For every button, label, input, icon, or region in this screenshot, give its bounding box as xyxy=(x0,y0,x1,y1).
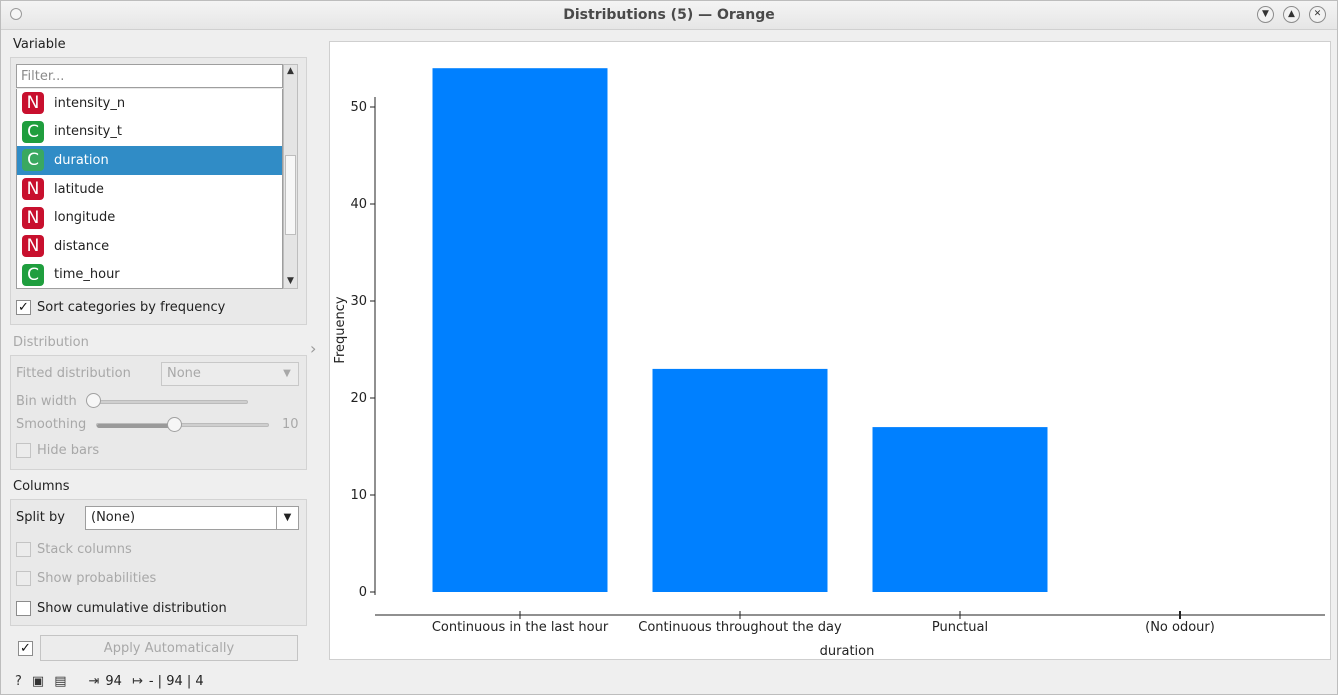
checkmark-icon[interactable]: ✓ xyxy=(18,641,33,656)
splitter-chevron-icon[interactable]: › xyxy=(310,339,317,358)
scroll-up-icon[interactable]: ▲ xyxy=(287,66,294,76)
window-title: Distributions (5) — Orange xyxy=(563,7,775,23)
fitted-distribution-value: None xyxy=(167,366,201,381)
bar-chart: 0 10 20 30 40 50 Frequency Continuous in the la… xyxy=(333,68,1325,659)
numeric-variable-icon: N xyxy=(22,235,44,258)
categorical-variable-icon: C xyxy=(22,149,44,172)
bar xyxy=(872,427,1048,592)
title-bar: Distributions (5) — Orange ▼ ▲ ✕ xyxy=(1,1,1337,30)
y-tick-label: 0 xyxy=(359,585,367,600)
smoothing-slider[interactable] xyxy=(96,423,269,427)
minimize-icon[interactable]: ▼ xyxy=(1257,6,1274,23)
distribution-plot[interactable]: 0 10 20 30 40 50 Frequency Continuous in the la… xyxy=(329,41,1331,660)
x-tick-label: Continuous throughout the day xyxy=(638,620,842,635)
scrollbar-thumb[interactable] xyxy=(285,155,296,235)
variable-name: longitude xyxy=(54,210,116,226)
variable-name: distance xyxy=(54,238,110,254)
y-axis-label: Frequency xyxy=(333,296,348,363)
categorical-variable-icon: C xyxy=(22,120,44,143)
help-icon[interactable]: ? xyxy=(15,673,22,689)
x-tick-label: (No odour) xyxy=(1145,620,1215,635)
maximize-icon[interactable]: ▲ xyxy=(1283,6,1300,23)
y-tick-label: 50 xyxy=(350,100,367,115)
variable-name: intensity_t xyxy=(54,124,122,140)
y-tick-label: 20 xyxy=(350,391,367,406)
y-tick-label: 40 xyxy=(350,197,367,212)
x-tick-label: Punctual xyxy=(932,620,988,635)
columns-section-label: Columns xyxy=(13,479,70,494)
window-menu-icon[interactable] xyxy=(10,8,22,20)
y-tick-label: 10 xyxy=(350,488,367,503)
y-tick-label: 30 xyxy=(350,294,367,309)
sort-by-frequency-label: Sort categories by frequency xyxy=(37,300,226,315)
show-cumulative-label: Show cumulative distribution xyxy=(37,601,227,616)
variable-name: time_hour xyxy=(54,267,120,283)
x-tick-label: Continuous in the last hour xyxy=(432,620,609,635)
smoothing-slider-handle[interactable] xyxy=(166,417,182,432)
hide-bars-checkbox[interactable]: Hide bars xyxy=(16,443,99,458)
variable-name: intensity_n xyxy=(54,95,126,111)
show-cumulative-box[interactable] xyxy=(16,601,31,616)
smoothing-label: Smoothing xyxy=(16,417,87,432)
split-by-label: Split by xyxy=(16,510,65,525)
stack-columns-checkbox[interactable]: Stack columns xyxy=(16,542,132,557)
numeric-variable-icon: N xyxy=(22,206,44,229)
smoothing-value: 10 xyxy=(282,417,299,432)
show-probabilities-box[interactable] xyxy=(16,571,31,586)
input-icon: ⇥ xyxy=(88,673,100,689)
chevron-down-icon: ▼ xyxy=(283,368,291,379)
save-icon[interactable]: ▣ xyxy=(31,673,45,689)
variable-list-scrollbar[interactable]: ▲ ▼ xyxy=(283,64,298,289)
variable-filter-input[interactable] xyxy=(16,64,283,88)
categorical-variable-icon: C xyxy=(22,263,44,286)
apply-automatically-button[interactable]: Apply Automatically xyxy=(40,635,298,661)
numeric-variable-icon: N xyxy=(22,178,44,201)
bin-width-slider[interactable] xyxy=(93,400,248,404)
bin-width-label: Bin width xyxy=(16,394,77,409)
auto-apply-checkbox[interactable]: ✓ xyxy=(18,641,39,656)
fitted-distribution-select[interactable]: None ▼ xyxy=(161,362,299,386)
status-bar: ? ▣ ▤ ⇥ 94 ↦ - | 94 | 4 xyxy=(1,669,331,693)
split-by-value: (None) xyxy=(91,510,136,525)
hide-bars-box[interactable] xyxy=(16,443,31,458)
numeric-variable-icon: N xyxy=(22,92,44,115)
fitted-distribution-label: Fitted distribution xyxy=(16,366,131,381)
checkmark-icon[interactable]: ✓ xyxy=(16,300,31,315)
bar xyxy=(432,68,608,592)
hide-bars-label: Hide bars xyxy=(37,443,100,458)
stack-columns-label: Stack columns xyxy=(37,542,132,557)
bin-width-slider-handle[interactable] xyxy=(86,393,101,408)
variable-section-label: Variable xyxy=(13,37,66,52)
chevron-down-icon: ▼ xyxy=(276,507,298,529)
sort-by-frequency-checkbox[interactable]: ✓ Sort categories by frequency xyxy=(16,300,225,315)
show-cumulative-checkbox[interactable]: Show cumulative distribution xyxy=(16,601,227,616)
smoothing-slider-fill xyxy=(97,424,174,428)
input-count: 94 xyxy=(105,673,122,689)
distribution-section-label: Distribution xyxy=(13,335,89,350)
bar xyxy=(652,368,828,592)
close-icon[interactable]: ✕ xyxy=(1309,6,1326,23)
variable-name: duration xyxy=(54,152,109,168)
report-icon[interactable]: ▤ xyxy=(54,673,67,689)
variable-name: latitude xyxy=(54,181,104,197)
stack-columns-box[interactable] xyxy=(16,542,31,557)
output-summary: - | 94 | 4 xyxy=(148,673,204,689)
scroll-down-icon[interactable]: ▼ xyxy=(287,276,294,286)
split-by-select[interactable]: (None) ▼ xyxy=(85,506,299,530)
show-probabilities-label: Show probabilities xyxy=(37,571,157,586)
x-axis-label: duration xyxy=(820,644,875,659)
output-icon: ↦ xyxy=(131,673,143,689)
show-probabilities-checkbox[interactable]: Show probabilities xyxy=(16,571,156,586)
